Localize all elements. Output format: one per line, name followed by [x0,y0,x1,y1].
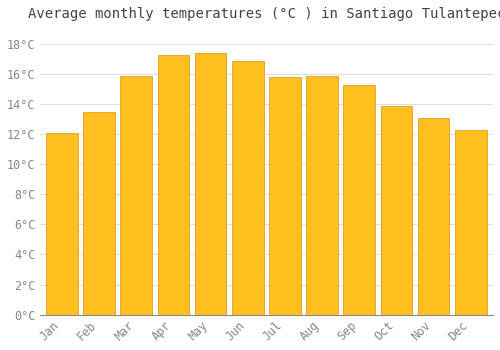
Bar [418,118,450,315]
Bar [195,53,226,315]
Bar [269,77,300,315]
Bar [380,106,412,315]
Bar [455,130,486,315]
Bar [306,76,338,315]
Bar [46,133,78,315]
Bar [158,55,189,315]
Bar [84,112,115,315]
Title: Average monthly temperatures (°C ) in Santiago Tulantepec: Average monthly temperatures (°C ) in Sa… [28,7,500,21]
Bar [120,76,152,315]
Bar [232,61,264,315]
Bar [344,85,375,315]
